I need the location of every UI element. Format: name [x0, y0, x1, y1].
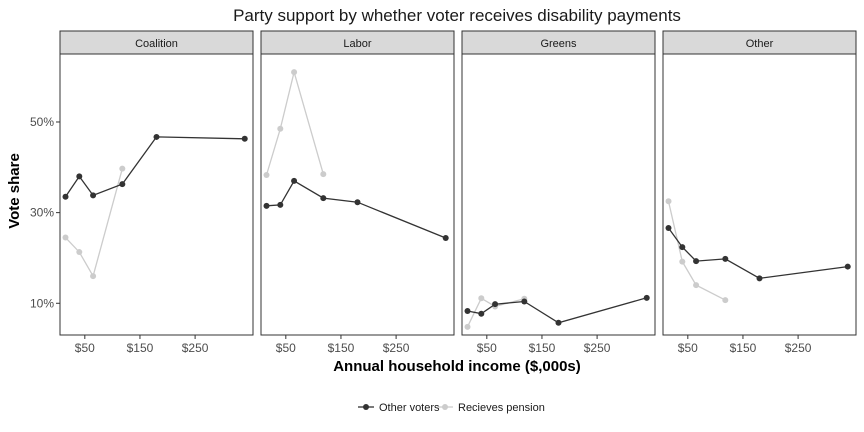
data-point — [119, 181, 126, 188]
data-point — [464, 323, 471, 330]
data-point — [464, 307, 471, 314]
x-tick-label: $150 — [127, 341, 154, 355]
x-tick-label: $150 — [529, 341, 556, 355]
data-point — [263, 202, 270, 209]
panel-border-coalition — [59, 53, 254, 336]
legend-item-other-voters: Other voters — [358, 402, 440, 414]
chart-title: Party support by whether voter receives … — [233, 6, 681, 25]
legend-label: Recieves pension — [458, 402, 545, 414]
y-tick-label: 50% — [30, 115, 54, 129]
panel-coalition: Coalition $50 $150 $250 — [59, 30, 254, 355]
x-tick-label: $50 — [477, 341, 497, 355]
data-point — [277, 125, 284, 132]
data-point — [693, 258, 700, 265]
strip-label-other: Other — [746, 38, 774, 50]
data-point — [291, 177, 298, 184]
series-other-recieves-pension — [665, 198, 729, 304]
data-point — [76, 249, 83, 256]
x-tick-label: $250 — [182, 341, 209, 355]
panel-labor: Labor $50 $150 $250 — [260, 30, 455, 355]
data-point — [665, 225, 672, 232]
series-line — [265, 69, 324, 176]
x-tick-label: $150 — [328, 341, 355, 355]
data-point — [521, 298, 528, 305]
panel-border-other — [662, 53, 857, 336]
strip-label-labor: Labor — [343, 38, 371, 50]
data-point — [90, 273, 97, 280]
data-point — [153, 133, 160, 140]
data-point — [354, 199, 361, 206]
legend-label: Other voters — [379, 402, 440, 414]
data-point — [62, 234, 69, 241]
x-tick-label: $50 — [276, 341, 296, 355]
series-greens-other-voters — [464, 294, 650, 326]
strip-label-coalition: Coalition — [135, 38, 178, 50]
data-point — [76, 173, 83, 180]
data-point — [478, 295, 485, 302]
series-coalition-recieves-pension — [62, 165, 126, 280]
x-tick-label: $250 — [584, 341, 611, 355]
data-point — [555, 319, 562, 326]
data-point — [90, 192, 97, 199]
x-tick-label: $150 — [730, 341, 757, 355]
x-tick-label: $250 — [383, 341, 410, 355]
series-other-other-voters — [665, 225, 851, 282]
y-axis: 10% 30% 50% — [30, 115, 60, 310]
panel-other: Other $50 $150 $250 — [662, 30, 857, 355]
data-point — [679, 244, 686, 251]
legend-item-recieves-pension: Recieves pension — [437, 402, 545, 414]
x-tick-label: $250 — [785, 341, 812, 355]
legend-key-point — [442, 404, 448, 410]
data-point — [756, 275, 763, 282]
data-point — [643, 294, 650, 301]
y-tick-label: 30% — [30, 206, 54, 220]
y-tick-label: 10% — [30, 296, 54, 310]
data-point — [693, 282, 700, 289]
series-labor-recieves-pension — [263, 69, 327, 179]
data-point — [722, 255, 729, 262]
data-point — [679, 258, 686, 265]
x-tick-label: $50 — [678, 341, 698, 355]
data-point — [320, 195, 327, 202]
panel-border-greens — [461, 53, 656, 336]
data-point — [291, 69, 298, 76]
data-point — [492, 301, 499, 308]
y-axis-title: Vote share — [6, 153, 23, 229]
series-line — [667, 201, 726, 301]
x-axis-title: Annual household income ($,000s) — [333, 358, 581, 375]
panel-border-labor — [260, 53, 455, 336]
series-labor-other-voters — [263, 177, 449, 242]
data-point — [263, 172, 270, 179]
legend-key-point — [363, 404, 369, 410]
data-point — [119, 165, 126, 172]
data-point — [277, 201, 284, 208]
data-point — [722, 297, 729, 304]
data-point — [320, 171, 327, 178]
panel-greens: Greens $50 $150 $250 — [461, 30, 656, 355]
series-line — [64, 136, 245, 198]
data-point — [62, 193, 69, 200]
x-tick-label: $50 — [75, 341, 95, 355]
data-point — [665, 198, 672, 205]
strip-label-greens: Greens — [540, 38, 577, 50]
series-coalition-other-voters — [62, 133, 248, 200]
series-line — [65, 168, 123, 278]
legend: Other voters Recieves pension — [358, 402, 545, 414]
data-point — [442, 235, 449, 242]
data-point — [241, 135, 248, 142]
data-point — [478, 310, 485, 317]
series-line — [667, 227, 848, 279]
data-point — [844, 263, 851, 270]
